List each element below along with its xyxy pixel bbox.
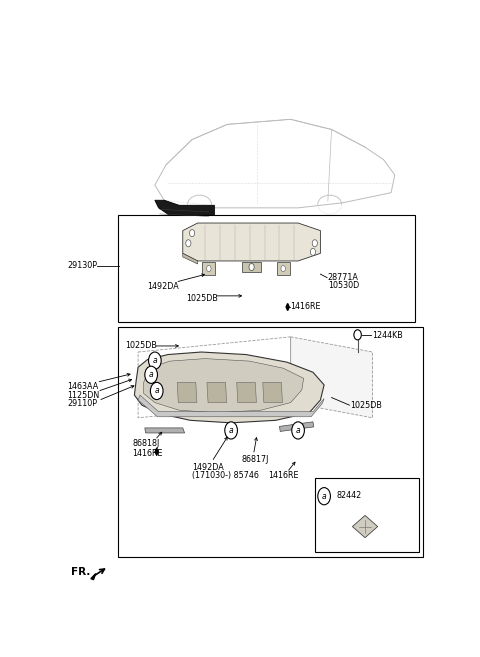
Polygon shape [242,262,261,272]
Text: 1244KB: 1244KB [372,331,403,340]
Polygon shape [237,382,256,403]
Text: a: a [153,356,157,365]
Text: 1492DA: 1492DA [147,282,179,291]
Bar [276,262,290,275]
Polygon shape [138,395,324,417]
Circle shape [186,240,191,247]
Text: a: a [149,371,154,379]
Text: a: a [322,491,326,501]
Polygon shape [263,382,282,403]
Text: a: a [296,426,300,435]
Text: 10530D: 10530D [328,281,359,290]
Bar [118,327,423,557]
Circle shape [281,265,286,271]
Text: 1416RE: 1416RE [290,302,321,311]
Polygon shape [207,382,227,403]
Text: 1025DB: 1025DB [350,401,382,409]
Bar [202,262,216,275]
Polygon shape [290,337,372,418]
Polygon shape [145,428,185,433]
Text: a: a [229,426,233,435]
Circle shape [312,240,317,247]
Polygon shape [155,448,158,455]
Text: (171030-) 85746: (171030-) 85746 [192,471,259,480]
Circle shape [292,422,304,439]
Text: 82442: 82442 [336,491,361,500]
Text: 1492DA: 1492DA [192,463,224,472]
Circle shape [311,248,315,256]
Text: 28771A: 28771A [328,273,359,282]
Polygon shape [155,200,215,221]
Circle shape [148,352,161,369]
Polygon shape [183,223,321,261]
Text: 1416RE: 1416RE [268,472,299,480]
Circle shape [249,263,254,271]
Circle shape [145,366,157,384]
Circle shape [354,330,361,340]
Circle shape [206,265,211,271]
Bar [315,478,419,552]
Polygon shape [177,382,197,403]
Polygon shape [286,304,289,311]
Polygon shape [144,359,304,413]
Polygon shape [91,574,96,579]
Polygon shape [352,516,378,537]
Text: 1025DB: 1025DB [186,294,218,304]
Text: 86818J: 86818J [132,439,160,448]
Text: FR.: FR. [71,566,91,577]
Text: 86817J: 86817J [241,455,269,464]
Text: 29130P: 29130P [67,261,97,270]
Text: 1463AA: 1463AA [67,382,99,391]
Circle shape [318,487,330,505]
Text: 1025DB: 1025DB [125,342,157,350]
Polygon shape [134,352,324,423]
Circle shape [225,422,238,439]
Circle shape [150,382,163,399]
Polygon shape [279,422,314,432]
Text: 1416RE: 1416RE [132,449,163,458]
Circle shape [190,229,195,237]
Text: 29110P: 29110P [67,399,97,408]
Text: 1125DN: 1125DN [67,390,100,399]
Polygon shape [183,254,198,264]
Bar [118,215,415,322]
Text: a: a [155,386,159,396]
